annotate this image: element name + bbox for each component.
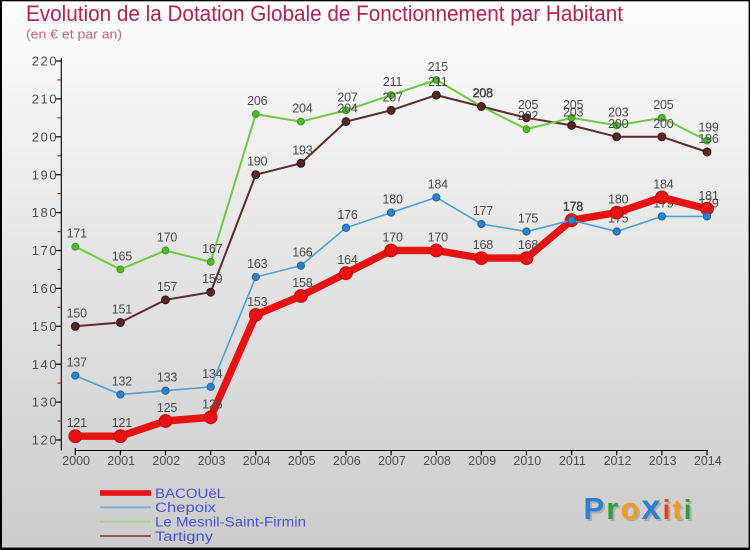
svg-text:180: 180 <box>382 193 403 207</box>
svg-text:2000: 2000 <box>62 454 90 468</box>
svg-text:184: 184 <box>428 177 449 191</box>
svg-text:Le Mesnil-Saint-Firmin: Le Mesnil-Saint-Firmin <box>155 515 306 530</box>
svg-text:168: 168 <box>518 238 539 252</box>
svg-text:210: 210 <box>32 92 59 107</box>
svg-text:126: 126 <box>202 397 223 411</box>
svg-text:175: 175 <box>518 212 539 226</box>
svg-text:193: 193 <box>292 143 313 157</box>
svg-text:Chepoix: Chepoix <box>155 500 216 515</box>
svg-text:181: 181 <box>698 189 719 203</box>
svg-text:170: 170 <box>428 231 449 245</box>
svg-text:2005: 2005 <box>288 454 316 468</box>
svg-text:205: 205 <box>563 98 584 112</box>
svg-text:190: 190 <box>32 167 59 182</box>
svg-text:178: 178 <box>563 200 584 214</box>
svg-text:133: 133 <box>157 371 178 385</box>
svg-text:168: 168 <box>473 238 494 252</box>
svg-text:204: 204 <box>337 102 358 116</box>
svg-text:208: 208 <box>473 87 494 101</box>
svg-text:170: 170 <box>157 231 178 245</box>
svg-text:160: 160 <box>32 281 59 296</box>
svg-text:176: 176 <box>337 208 358 222</box>
svg-text:204: 204 <box>292 102 313 116</box>
svg-text:132: 132 <box>112 375 133 389</box>
svg-text:177: 177 <box>473 204 494 218</box>
svg-text:(en € et par an): (en € et par an) <box>26 28 122 42</box>
svg-text:163: 163 <box>247 257 268 271</box>
svg-text:2001: 2001 <box>107 454 135 468</box>
svg-text:2003: 2003 <box>198 454 226 468</box>
svg-text:200: 200 <box>608 117 629 131</box>
svg-text:158: 158 <box>292 276 313 290</box>
svg-text:164: 164 <box>337 253 358 267</box>
svg-text:Proxiti: Proxiti <box>584 488 694 527</box>
svg-text:157: 157 <box>157 280 178 294</box>
svg-text:199: 199 <box>698 121 719 135</box>
svg-text:180: 180 <box>32 205 59 220</box>
svg-text:159: 159 <box>202 272 223 286</box>
svg-text:2004: 2004 <box>243 454 271 468</box>
svg-text:203: 203 <box>608 105 629 119</box>
svg-text:2009: 2009 <box>468 454 496 468</box>
svg-text:2012: 2012 <box>604 454 632 468</box>
svg-text:121: 121 <box>112 416 133 430</box>
svg-text:2013: 2013 <box>649 454 677 468</box>
svg-text:180: 180 <box>608 193 629 207</box>
svg-text:208: 208 <box>472 86 493 100</box>
svg-text:125: 125 <box>157 401 178 415</box>
svg-text:151: 151 <box>112 303 133 317</box>
svg-text:211: 211 <box>383 75 403 89</box>
svg-text:200: 200 <box>32 129 59 144</box>
svg-text:BACOUëL: BACOUëL <box>155 486 226 501</box>
svg-text:121: 121 <box>67 416 88 430</box>
svg-text:184: 184 <box>653 177 674 191</box>
svg-text:150: 150 <box>32 319 59 334</box>
svg-text:150: 150 <box>67 306 88 320</box>
svg-text:130: 130 <box>32 395 59 410</box>
svg-text:2007: 2007 <box>378 454 406 468</box>
svg-text:205: 205 <box>653 98 674 112</box>
svg-text:2008: 2008 <box>423 454 451 468</box>
svg-text:2014: 2014 <box>694 454 722 468</box>
svg-text:2011: 2011 <box>559 454 586 468</box>
svg-text:211: 211 <box>428 75 448 89</box>
svg-text:166: 166 <box>292 246 313 260</box>
svg-text:2010: 2010 <box>513 454 541 468</box>
svg-text:207: 207 <box>337 90 358 104</box>
svg-text:Evolution de la Dotation Globa: Evolution de la Dotation Globale de Fonc… <box>26 1 624 26</box>
svg-text:190: 190 <box>247 155 268 169</box>
svg-text:206: 206 <box>247 94 268 108</box>
svg-text:200: 200 <box>653 117 674 131</box>
svg-text:Proxiti: Proxiti <box>586 490 696 529</box>
svg-text:196: 196 <box>698 132 719 146</box>
svg-text:203: 203 <box>563 105 584 119</box>
svg-text:170: 170 <box>382 231 403 245</box>
svg-text:178: 178 <box>563 200 584 214</box>
svg-text:215: 215 <box>428 60 449 74</box>
svg-text:134: 134 <box>202 367 223 381</box>
svg-text:2006: 2006 <box>333 454 361 468</box>
svg-text:208: 208 <box>473 87 494 101</box>
svg-text:220: 220 <box>32 54 59 69</box>
svg-text:120: 120 <box>32 433 59 448</box>
svg-text:137: 137 <box>67 356 88 370</box>
svg-text:170: 170 <box>32 243 59 258</box>
svg-text:171: 171 <box>67 227 88 241</box>
svg-text:202: 202 <box>518 109 539 123</box>
svg-text:207: 207 <box>382 90 403 104</box>
svg-text:Tartigny: Tartigny <box>155 529 213 544</box>
svg-text:2002: 2002 <box>152 454 180 468</box>
svg-text:165: 165 <box>112 249 133 263</box>
svg-text:153: 153 <box>247 295 268 309</box>
svg-text:167: 167 <box>202 242 223 256</box>
svg-text:205: 205 <box>518 98 539 112</box>
svg-text:140: 140 <box>32 357 59 372</box>
